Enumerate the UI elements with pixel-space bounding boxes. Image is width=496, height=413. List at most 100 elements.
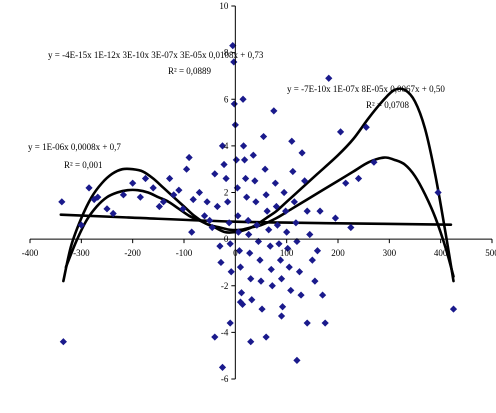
data-point xyxy=(236,263,245,271)
trend-poly4-r2: R² = 0,0708 xyxy=(366,100,410,110)
data-point xyxy=(342,179,350,187)
data-point xyxy=(226,240,234,248)
x-tick-label: -400 xyxy=(22,248,39,258)
trend-poly6-equation: y = -4E-15x 1E-12x 3E-10x 3E-07x 3E-05x … xyxy=(48,50,264,60)
data-point xyxy=(211,333,219,341)
data-point xyxy=(325,74,333,82)
trend-linear-r2: R² = 0,001 xyxy=(64,160,103,170)
data-point xyxy=(331,214,340,222)
data-point xyxy=(239,142,248,150)
data-point xyxy=(282,207,290,215)
data-point xyxy=(259,132,268,141)
data-point xyxy=(244,216,252,225)
data-point xyxy=(277,275,286,283)
x-tick-label: 0 xyxy=(233,248,238,258)
data-point xyxy=(246,249,254,257)
data-point xyxy=(321,319,329,327)
data-point xyxy=(306,230,314,239)
data-point xyxy=(311,277,319,285)
data-point xyxy=(119,191,128,199)
data-point xyxy=(94,193,102,201)
data-point xyxy=(208,223,216,232)
data-point xyxy=(347,223,355,232)
data-point xyxy=(263,207,271,215)
data-point xyxy=(203,198,211,206)
data-point xyxy=(362,123,370,131)
data-point xyxy=(243,193,251,201)
data-point xyxy=(195,188,203,197)
data-point xyxy=(293,356,301,364)
data-point xyxy=(217,258,225,267)
data-point xyxy=(285,263,293,271)
data-point xyxy=(218,363,227,371)
data-point xyxy=(235,247,244,255)
data-point xyxy=(239,95,247,103)
x-tick-label: -300 xyxy=(73,248,90,258)
data-point xyxy=(273,221,282,229)
data-point xyxy=(290,198,298,206)
y-tick-label: 10 xyxy=(219,1,229,11)
data-point xyxy=(136,193,144,201)
x-tick-label: 200 xyxy=(331,248,345,258)
data-point xyxy=(449,305,458,313)
x-tick-label: -100 xyxy=(176,248,193,258)
data-point xyxy=(103,205,111,213)
data-point xyxy=(226,319,234,327)
data-point xyxy=(166,174,174,183)
data-point xyxy=(234,212,242,220)
data-point xyxy=(434,188,442,197)
data-point xyxy=(85,184,93,192)
y-tick-label: 6 xyxy=(224,94,229,104)
data-point xyxy=(236,298,245,306)
data-point xyxy=(283,228,291,236)
data-point xyxy=(242,174,250,183)
data-point xyxy=(267,265,275,274)
data-point xyxy=(188,228,196,236)
trend-poly4-equation: y = -7E-10x 1E-07x 8E-05x 0,0067x + 0,50 xyxy=(287,84,445,94)
y-tick-label: -4 xyxy=(221,327,229,337)
data-point xyxy=(211,170,219,178)
data-point xyxy=(272,202,280,211)
data-point xyxy=(280,188,288,197)
data-point xyxy=(220,160,228,169)
data-point xyxy=(218,142,227,150)
data-point xyxy=(237,289,246,297)
data-point xyxy=(313,247,322,255)
data-point xyxy=(354,174,363,183)
data-point xyxy=(268,282,276,290)
data-point xyxy=(149,184,157,192)
y-tick-label: 2 xyxy=(224,188,229,198)
data-point xyxy=(253,221,261,229)
data-point xyxy=(58,198,66,206)
y-tick-label: 8 xyxy=(224,48,229,58)
data-point xyxy=(227,268,235,276)
data-point xyxy=(303,207,311,215)
data-point xyxy=(129,179,137,187)
data-point xyxy=(271,179,279,187)
data-point xyxy=(277,312,286,320)
data-point xyxy=(289,167,297,176)
x-tick-label: 400 xyxy=(434,248,448,258)
data-point xyxy=(275,240,283,248)
data-point xyxy=(254,237,263,246)
data-point xyxy=(159,198,168,206)
data-point xyxy=(213,202,221,211)
data-point xyxy=(262,191,270,199)
data-point xyxy=(287,286,295,295)
data-point xyxy=(229,42,237,50)
data-point xyxy=(293,237,301,246)
data-point xyxy=(225,219,233,227)
data-point xyxy=(248,296,256,304)
data-point xyxy=(247,338,255,346)
x-tick-label: 500 xyxy=(485,248,496,258)
y-tick-label: 4 xyxy=(224,141,229,151)
data-point xyxy=(336,128,345,136)
data-point xyxy=(266,242,274,250)
data-point xyxy=(170,191,178,199)
data-point xyxy=(261,165,269,173)
trend-poly6-r2: R² = 0,0889 xyxy=(168,66,212,76)
data-point xyxy=(270,107,278,115)
data-points xyxy=(58,42,458,371)
axes xyxy=(29,5,493,380)
data-point xyxy=(240,156,249,164)
